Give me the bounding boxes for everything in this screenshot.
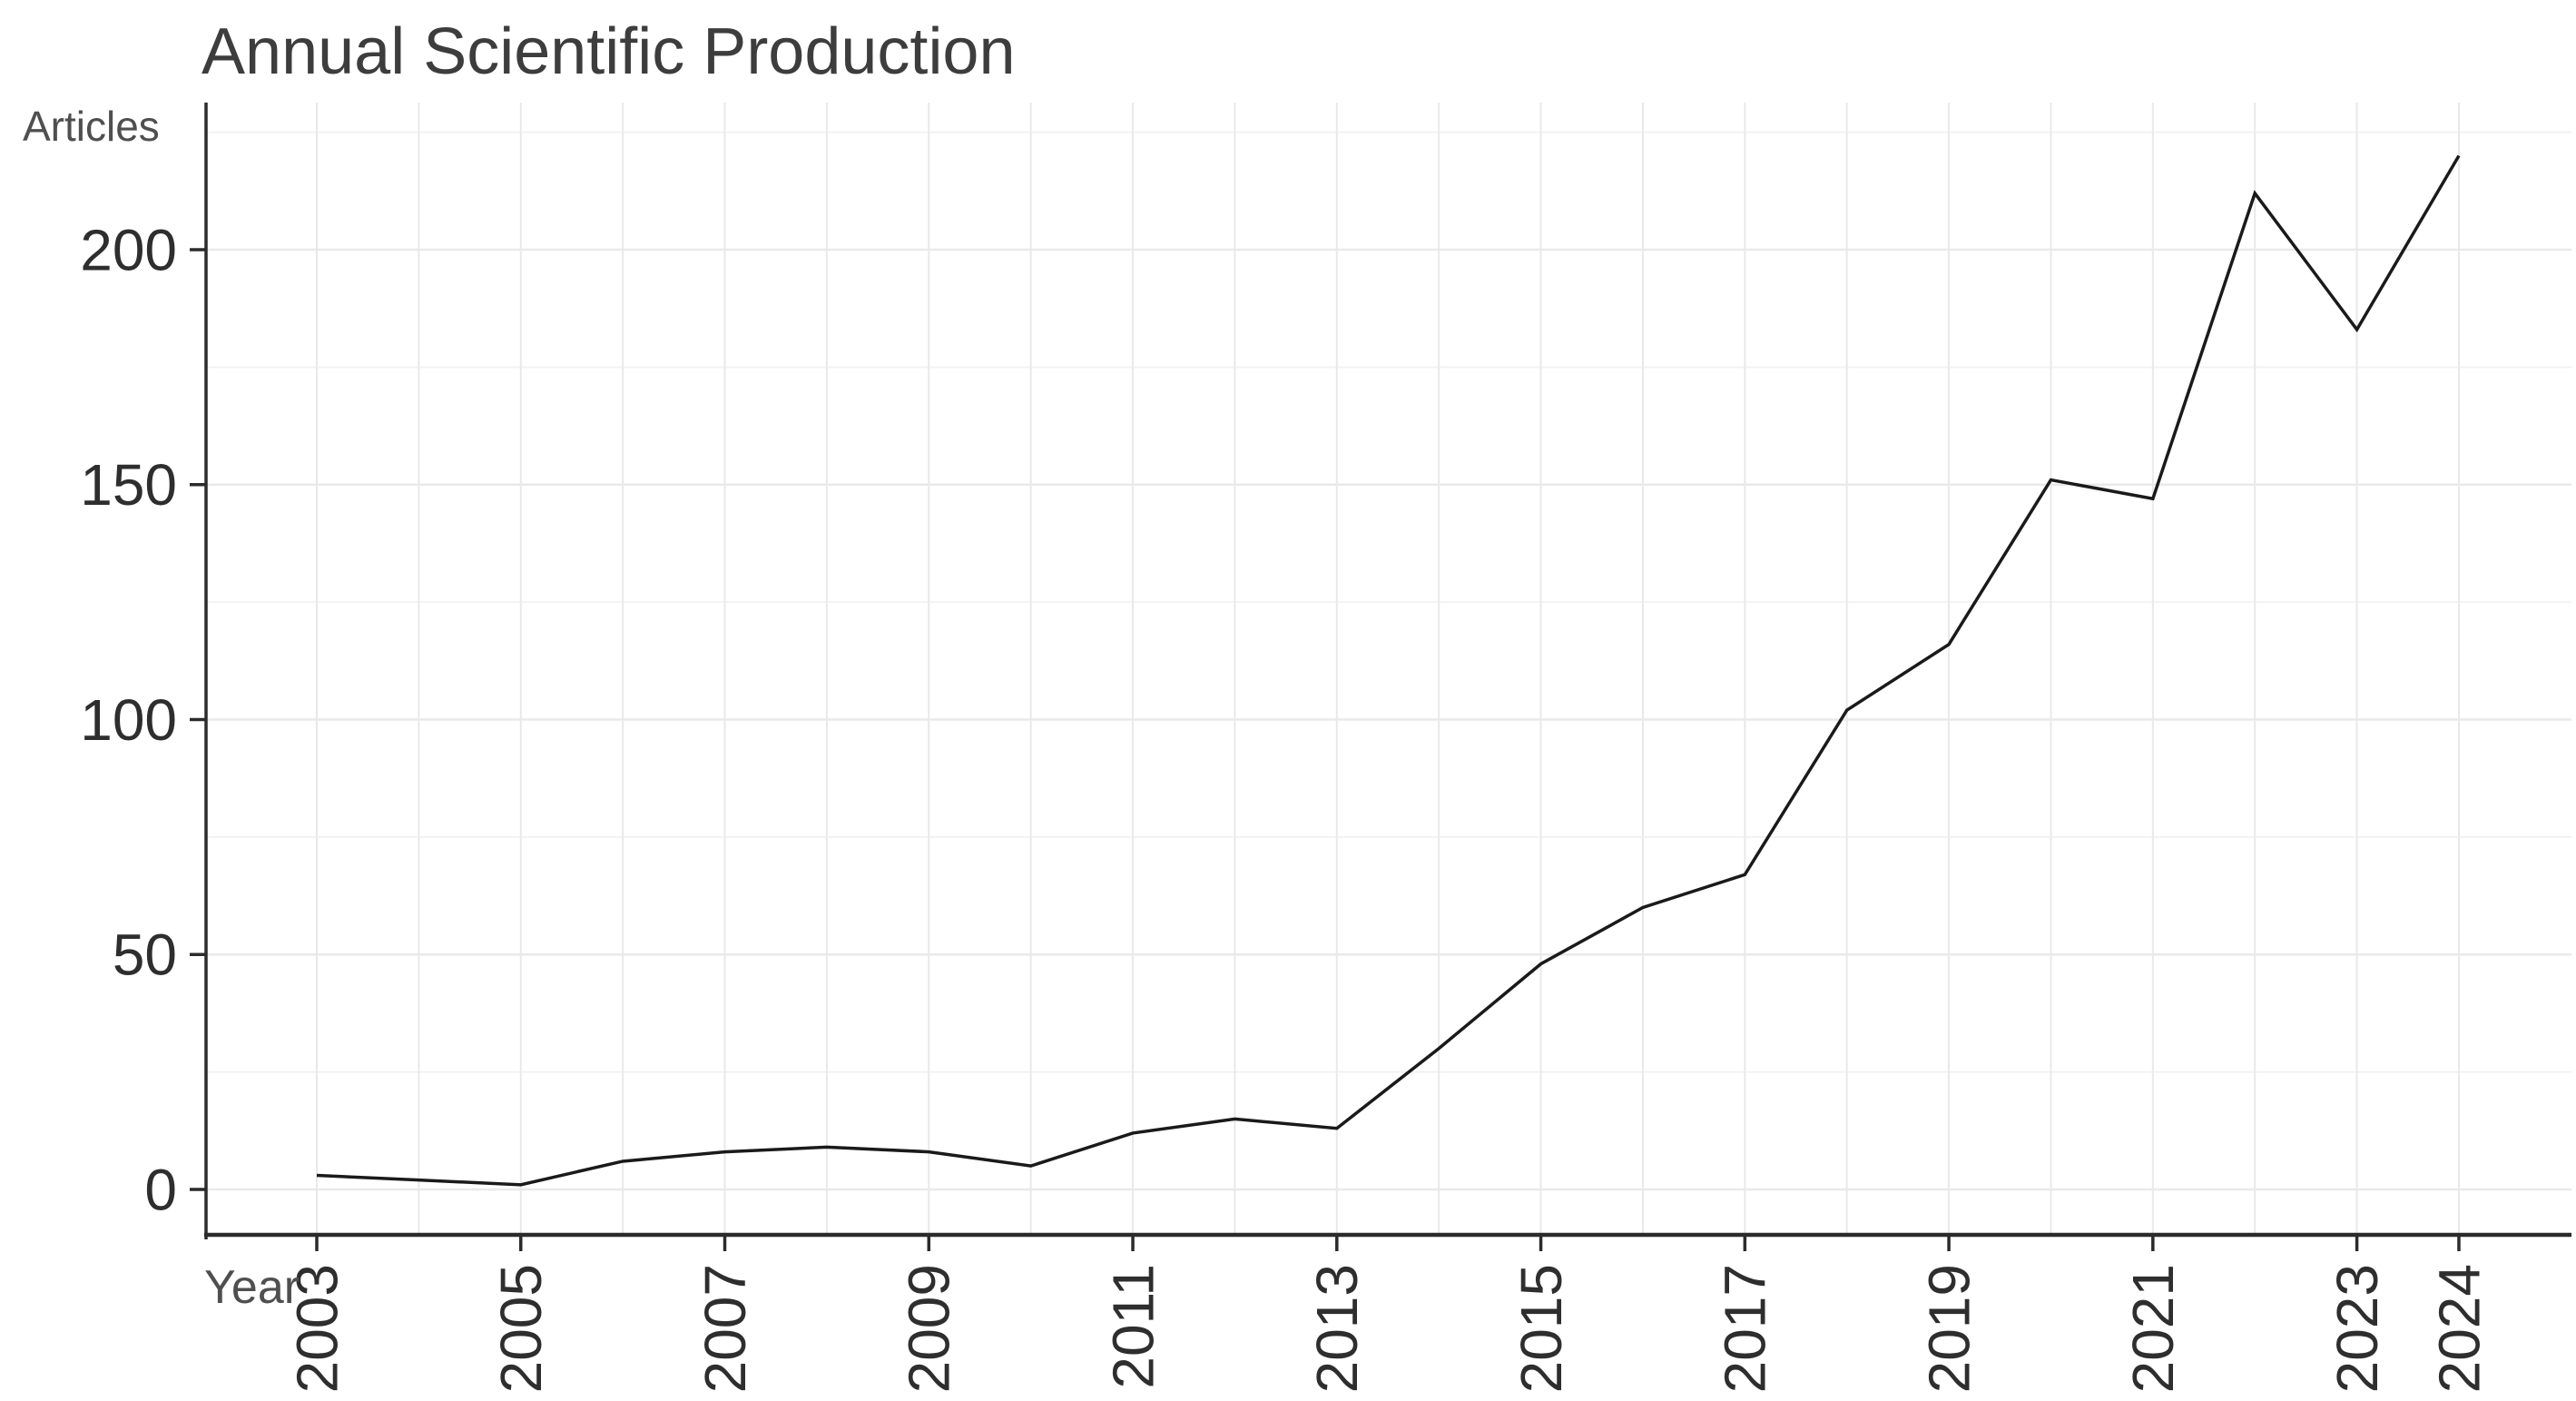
- x-tick-label: 2007: [693, 1264, 758, 1393]
- x-tick-label: 2003: [284, 1264, 349, 1393]
- y-tick-label: 200: [80, 217, 177, 282]
- x-tick-label: 2019: [1916, 1264, 1981, 1393]
- x-tick-label: 2009: [897, 1264, 962, 1393]
- x-tick-label: 2013: [1304, 1264, 1370, 1393]
- x-axis-title: Year: [204, 1261, 300, 1314]
- x-tick-label: 2011: [1100, 1264, 1165, 1389]
- y-tick-label: 50: [113, 922, 177, 988]
- x-tick-label: 2021: [2120, 1264, 2186, 1393]
- chart-title: Annual Scientific Production: [202, 15, 1016, 88]
- x-tick-label: 2017: [1713, 1264, 1778, 1393]
- y-tick-label: 0: [144, 1157, 177, 1222]
- x-tick-label: 2015: [1509, 1264, 1574, 1393]
- x-tick-label: 2024: [2426, 1264, 2492, 1393]
- y-tick-label: 100: [80, 687, 177, 753]
- y-axis-title: Articles: [23, 103, 160, 150]
- y-tick-label: 150: [80, 452, 177, 518]
- x-tick-label: 2023: [2325, 1264, 2390, 1393]
- articles-line-series: [316, 154, 2461, 1187]
- x-tick-label: 2005: [488, 1264, 554, 1393]
